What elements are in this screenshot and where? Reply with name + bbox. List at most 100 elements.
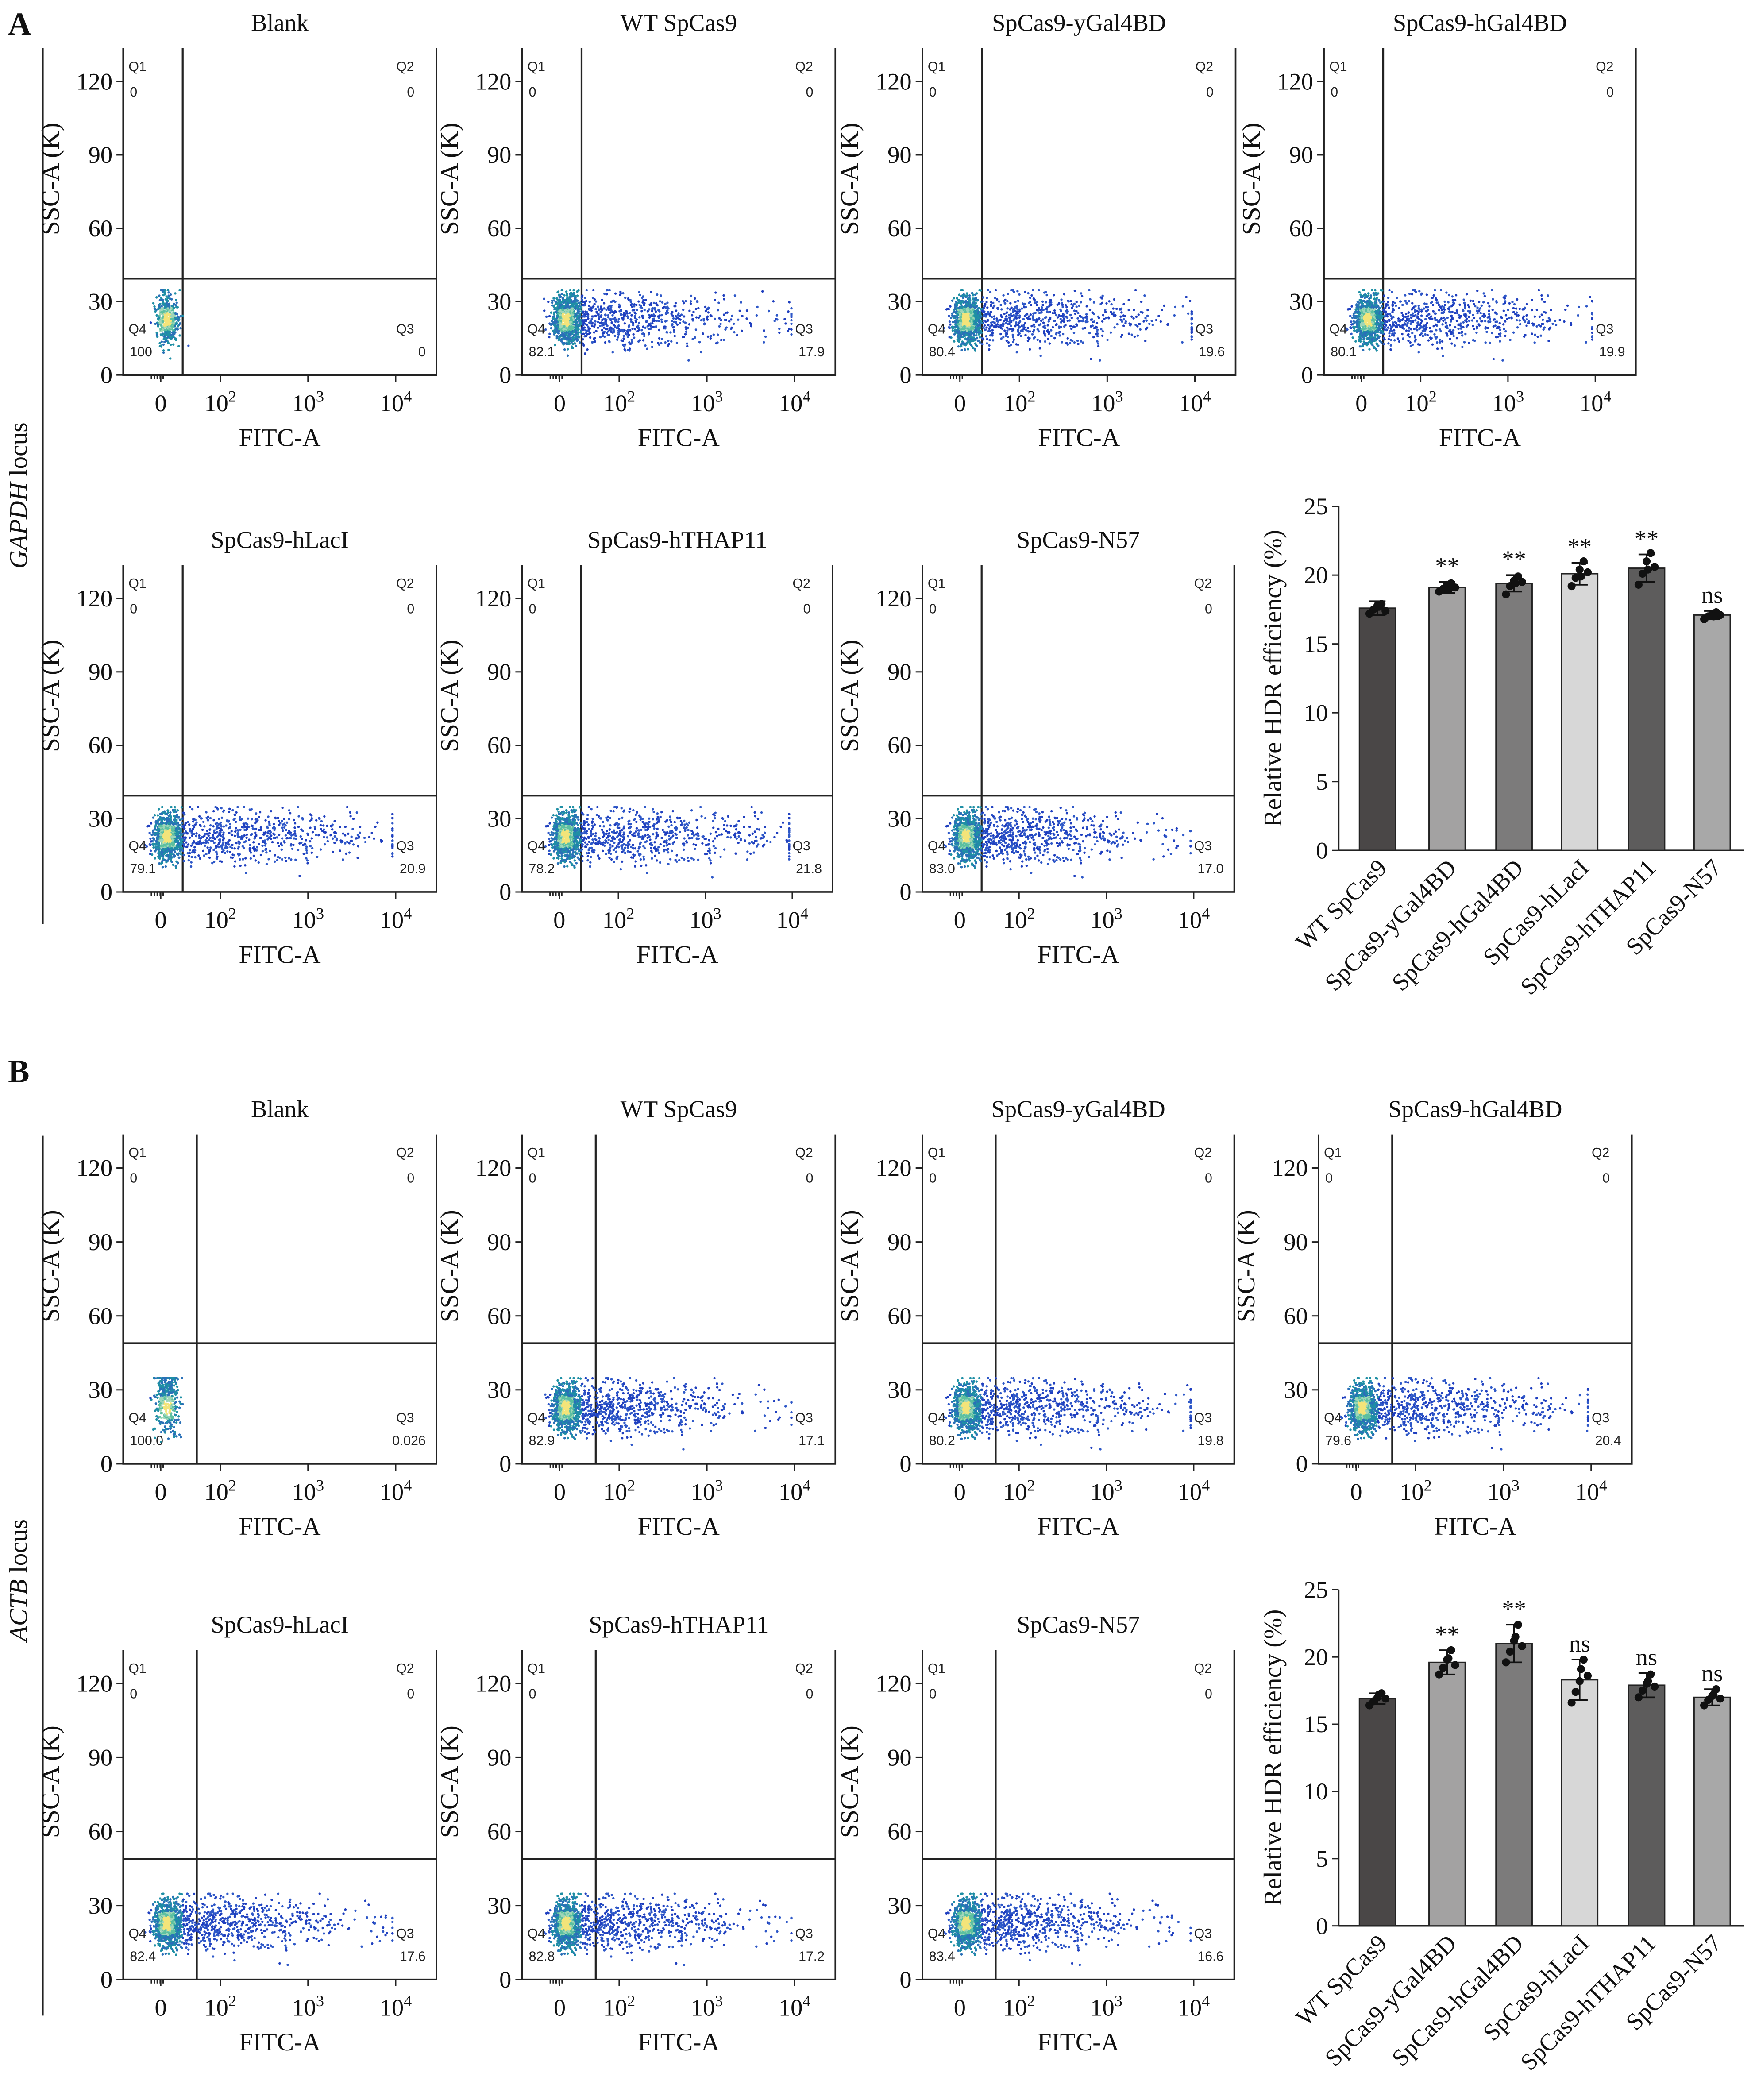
scatter-point — [695, 308, 697, 310]
scatter-point — [949, 323, 951, 325]
scatter-point — [605, 320, 607, 322]
scatter-point — [1028, 301, 1030, 304]
scatter-point — [1030, 304, 1032, 306]
scatter-point — [578, 331, 580, 333]
scatter-point — [700, 351, 702, 353]
scatter-point — [662, 307, 664, 309]
scatter-point — [609, 318, 612, 320]
scatter-point — [647, 310, 649, 312]
scatter-point — [166, 302, 168, 305]
scatter-point — [570, 323, 572, 325]
scatter-point — [694, 336, 696, 339]
scatter-point — [660, 294, 662, 297]
scatter-point — [640, 329, 643, 331]
x-tick-label: 103 — [691, 388, 723, 417]
scatter-point — [576, 300, 579, 302]
scatter-point — [548, 333, 551, 335]
scatter-point — [579, 341, 581, 344]
scatter-point — [675, 315, 677, 317]
scatter-point — [650, 315, 652, 317]
scatter-point — [952, 329, 954, 332]
scatter-point — [1020, 335, 1022, 337]
x-tick-label: 0 — [155, 390, 167, 417]
scatter-point — [1152, 324, 1154, 326]
scatter-point — [161, 308, 163, 310]
scatter-point — [563, 294, 565, 296]
scatter-point — [167, 336, 169, 338]
scatter-point — [566, 343, 568, 345]
scatter-point — [167, 305, 169, 307]
scatter-point — [1015, 321, 1017, 324]
scatter-point — [1100, 328, 1102, 330]
x-tick-base: 0 — [554, 390, 566, 417]
scatter-point — [167, 294, 170, 297]
scatter-point — [734, 294, 736, 297]
scatter-point — [613, 300, 615, 302]
scatter-point — [603, 327, 605, 329]
scatter-point — [974, 349, 976, 351]
scatter-point — [173, 302, 175, 305]
scatter-point — [579, 305, 581, 307]
scatter-point — [604, 323, 606, 325]
scatter-point — [790, 323, 792, 325]
scatter-point — [1125, 320, 1127, 323]
x-tick-label: 104 — [779, 388, 811, 417]
scatter-point — [599, 322, 601, 324]
scatter-point — [566, 320, 568, 323]
scatter-point — [981, 300, 983, 302]
scatter-point — [688, 323, 690, 325]
scatter-point — [1144, 317, 1146, 319]
scatter-point — [1030, 325, 1033, 327]
scatter-point — [651, 346, 653, 348]
scatter-point — [166, 332, 169, 334]
scatter-point — [164, 338, 166, 340]
panel-letter: A — [8, 6, 31, 42]
quadrant-value-q2: 0 — [1206, 85, 1214, 100]
scatter-point — [630, 320, 633, 323]
scatter-point — [570, 328, 572, 331]
scatter-point — [661, 301, 663, 303]
scatter-point — [710, 314, 712, 316]
scatter-point — [550, 311, 552, 313]
scatter-point — [1076, 301, 1078, 303]
scatter-point — [163, 310, 165, 312]
scatter-point — [666, 331, 668, 333]
scatter-point — [1101, 302, 1103, 304]
flow-plot: SpCas9-yGal4BD03060901200 102 103 104FITC-A… — [836, 9, 1236, 452]
scatter-point — [643, 335, 645, 337]
scatter-point — [1127, 309, 1130, 311]
scatter-point — [1142, 320, 1145, 322]
scatter-point — [568, 306, 570, 309]
y-axis-label: SSC-A (K) — [37, 123, 65, 235]
quadrant-label-q1: Q1 — [128, 59, 146, 74]
x-tick-base: 10 — [1003, 390, 1027, 417]
scatter-point — [619, 293, 621, 296]
scatter-point — [578, 301, 580, 304]
scatter-point — [1021, 307, 1023, 309]
locus-label: GAPDH locus — [4, 422, 32, 568]
x-tick-label: 103 — [1091, 388, 1123, 417]
scatter-point — [582, 320, 584, 322]
scatter-point — [617, 324, 620, 327]
scatter-point — [597, 305, 599, 308]
scatter-point — [1005, 322, 1007, 324]
scatter-point — [631, 328, 633, 330]
scatter-point — [159, 328, 162, 330]
scatter-point — [974, 293, 976, 296]
scatter-point — [155, 296, 158, 298]
scatter-point — [691, 338, 694, 340]
scatter-point — [602, 335, 604, 337]
scatter-point — [1098, 317, 1100, 319]
scatter-point — [1093, 301, 1095, 303]
scatter-point — [1140, 301, 1142, 303]
scatter-point — [1138, 323, 1140, 325]
scatter-point — [582, 315, 584, 317]
scatter-point — [714, 291, 717, 293]
scatter-point — [690, 300, 692, 302]
scatter-point — [949, 305, 951, 308]
quadrant-label-q3: Q3 — [1196, 322, 1213, 336]
y-tick-label: 120 — [876, 68, 912, 95]
scatter-point — [768, 310, 770, 312]
scatter-point — [599, 325, 601, 327]
